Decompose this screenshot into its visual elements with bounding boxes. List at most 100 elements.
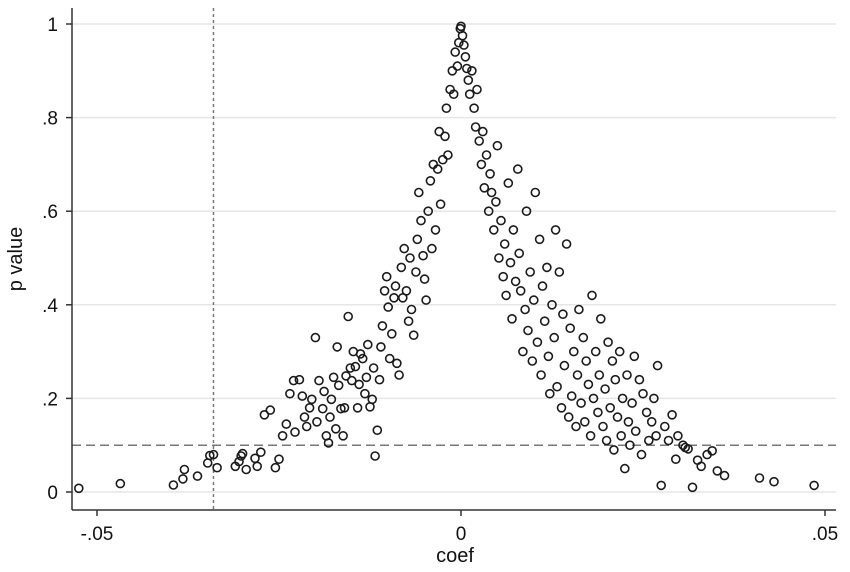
data-point: [507, 313, 517, 324]
data-point: [416, 215, 426, 226]
data-point: [357, 353, 368, 364]
data-point: [339, 402, 350, 413]
data-point: [399, 243, 410, 254]
data-point: [383, 302, 394, 312]
data-point: [568, 346, 579, 357]
data-point: [457, 30, 468, 41]
data-point: [463, 75, 474, 85]
data-point: [667, 409, 677, 420]
data-point: [255, 447, 266, 458]
data-point: [115, 478, 126, 489]
data-point: [481, 150, 492, 160]
data-point: [609, 445, 619, 455]
data-point: [498, 271, 509, 282]
data-point: [368, 363, 379, 373]
data-point: [512, 164, 523, 174]
data-point: [485, 169, 495, 179]
data-point: [503, 178, 514, 188]
data-point: [514, 248, 525, 259]
data-point: [390, 281, 401, 291]
data-point: [474, 136, 485, 146]
data-point: [297, 391, 308, 401]
data-point: [494, 253, 504, 263]
data-point: [362, 339, 373, 350]
data-point: [518, 346, 528, 357]
data-point: [403, 316, 414, 327]
data-point: [663, 435, 674, 446]
data-point: [600, 384, 610, 394]
data-point: [561, 239, 572, 249]
y-tick-label: .8: [42, 109, 58, 130]
data-point: [443, 150, 453, 160]
data-point: [712, 466, 723, 476]
data-point: [627, 398, 637, 408]
gridlines: [72, 23, 836, 493]
data-point: [472, 84, 482, 95]
data-point: [547, 299, 557, 310]
y-axis-label: p value: [5, 227, 27, 292]
data-point: [341, 371, 351, 381]
data-point: [430, 225, 441, 235]
data-point: [656, 480, 667, 491]
data-point: [281, 419, 292, 429]
data-point: [411, 267, 421, 277]
data-point: [343, 311, 354, 322]
data-point: [636, 449, 647, 460]
data-point: [456, 21, 466, 32]
y-tick-label: 1: [47, 15, 58, 36]
data-point: [452, 61, 463, 71]
data-point: [579, 416, 590, 427]
reference-lines: [72, 8, 836, 510]
data-point: [294, 374, 305, 385]
data-point: [354, 379, 364, 390]
data-point: [386, 328, 397, 339]
data-point: [630, 426, 641, 437]
data-point: [299, 412, 310, 422]
data-point: [619, 463, 630, 474]
data-point: [306, 394, 317, 405]
data-point: [461, 63, 472, 74]
x-tick-label: 0: [456, 524, 467, 545]
data-point: [634, 374, 645, 385]
data-point: [423, 206, 434, 216]
data-point: [527, 356, 538, 366]
data-point: [74, 483, 84, 494]
data-point: [486, 187, 497, 198]
data-point: [346, 375, 357, 386]
data-point: [505, 257, 516, 268]
y-tick-label: .6: [42, 202, 58, 223]
data-point: [332, 342, 343, 352]
data-point: [598, 421, 608, 432]
data-point: [448, 89, 459, 99]
data-point: [350, 361, 361, 372]
data-point: [583, 379, 594, 390]
data-point: [418, 250, 428, 261]
data-point: [491, 197, 501, 207]
data-point: [394, 370, 404, 380]
data-point: [405, 253, 415, 263]
data-point: [434, 126, 445, 137]
data-point: [237, 448, 248, 459]
data-point: [319, 386, 329, 397]
data-point: [408, 330, 419, 341]
data-point: [277, 430, 288, 441]
data-point: [532, 337, 543, 348]
data-point: [565, 323, 576, 334]
data-point: [333, 380, 344, 391]
data-point: [587, 290, 597, 301]
data-points: [74, 21, 819, 494]
data-point: [574, 304, 584, 315]
x-tick-label: -.05: [81, 524, 114, 545]
data-point: [593, 407, 603, 418]
data-point: [521, 206, 532, 216]
data-point: [205, 450, 215, 461]
data-point: [590, 346, 601, 357]
data-point: [370, 451, 380, 461]
y-tick-label: .2: [42, 389, 58, 410]
data-point: [629, 351, 640, 362]
data-point: [539, 316, 550, 327]
data-point: [558, 309, 568, 320]
data-point: [643, 435, 654, 446]
data-point: [406, 304, 417, 315]
data-point: [419, 274, 430, 284]
